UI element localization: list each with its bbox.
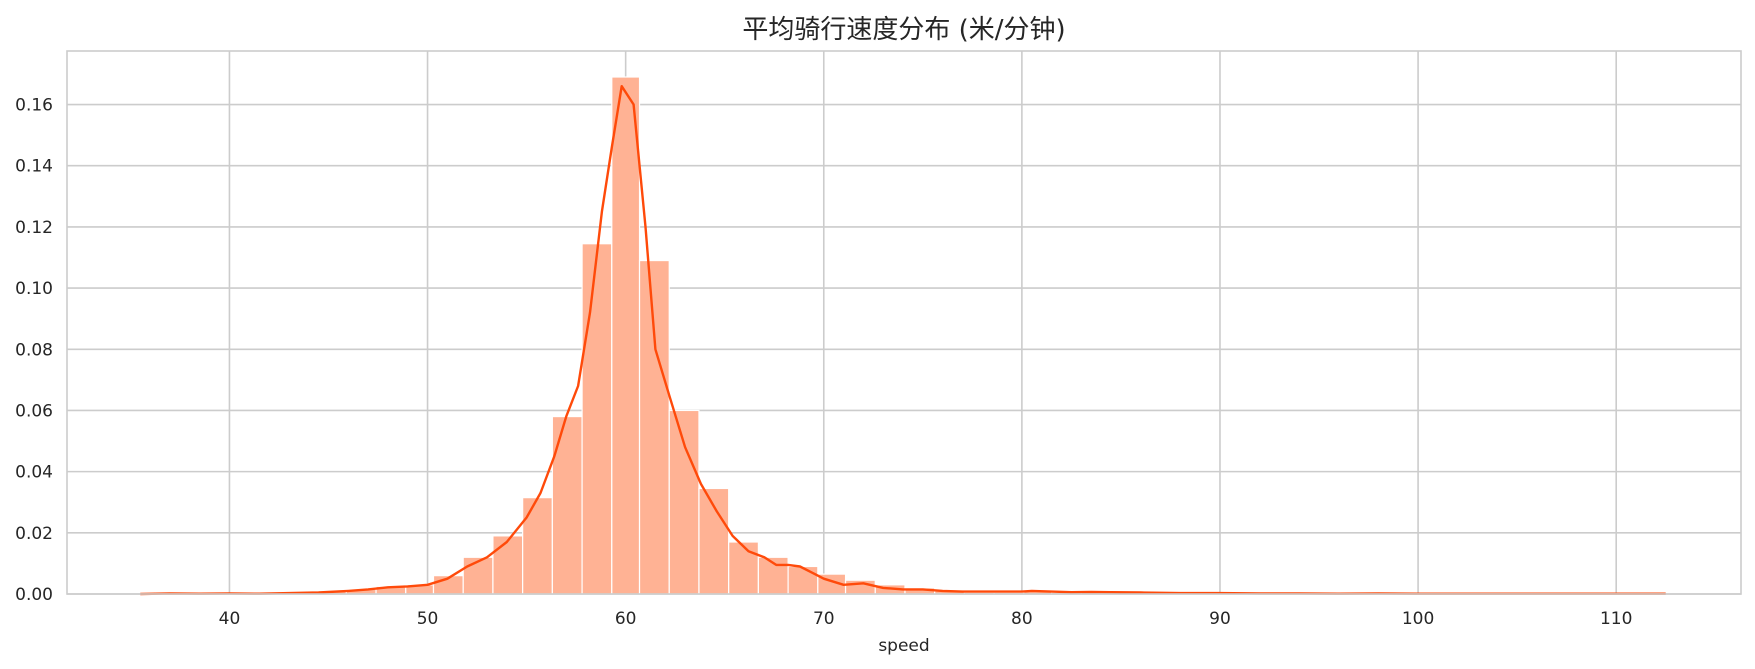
y-tick-label: 0.12: [15, 218, 53, 238]
x-tick-label: 60: [615, 609, 637, 629]
x-tick-label: 70: [813, 609, 835, 629]
histogram-bar: [787, 565, 819, 595]
histogram-bar: [638, 259, 670, 595]
histogram-bar: [611, 76, 641, 595]
x-tick-label: 80: [1011, 609, 1033, 629]
x-tick-label: 100: [1402, 609, 1434, 629]
y-tick-labels: 0.00 0.02 0.04 0.06 0.08 0.10 0.12 0.14 0.16: [15, 96, 53, 605]
y-tick-label: 0.14: [15, 157, 53, 177]
x-tick-label: 90: [1209, 609, 1231, 629]
histogram-bar: [462, 556, 494, 595]
histogram-bar: [668, 409, 700, 595]
x-tick-label: 110: [1600, 609, 1632, 629]
x-tick-labels: 40 50 60 70 80 90 100 110: [219, 609, 1633, 629]
chart-title: 平均骑行速度分布 (米/分钟): [742, 15, 1065, 45]
histogram-bar: [581, 243, 613, 595]
y-tick-label: 0.10: [15, 279, 53, 299]
histogram-bars: [286, 76, 1318, 595]
histogram-bar: [844, 579, 876, 595]
kde-line: [140, 84, 1666, 596]
grid-layer: [67, 51, 1741, 595]
x-tick-label: 50: [417, 609, 439, 629]
y-tick-label: 0.00: [15, 585, 53, 605]
plot-frame: [66, 50, 1742, 595]
x-tick-label: 40: [219, 609, 241, 629]
kde-curve-layer: [140, 84, 1666, 596]
y-tick-label: 0.02: [15, 524, 53, 544]
y-tick-label: 0.08: [15, 340, 53, 360]
y-tick-label: 0.06: [15, 401, 53, 421]
histogram-bar: [492, 535, 524, 595]
histogram-bar: [728, 541, 759, 595]
x-axis-label: speed: [878, 636, 929, 656]
histogram-bar: [522, 497, 553, 595]
y-tick-label: 0.16: [15, 96, 53, 116]
y-tick-label: 0.04: [15, 463, 53, 483]
histogram-bar: [551, 415, 583, 595]
